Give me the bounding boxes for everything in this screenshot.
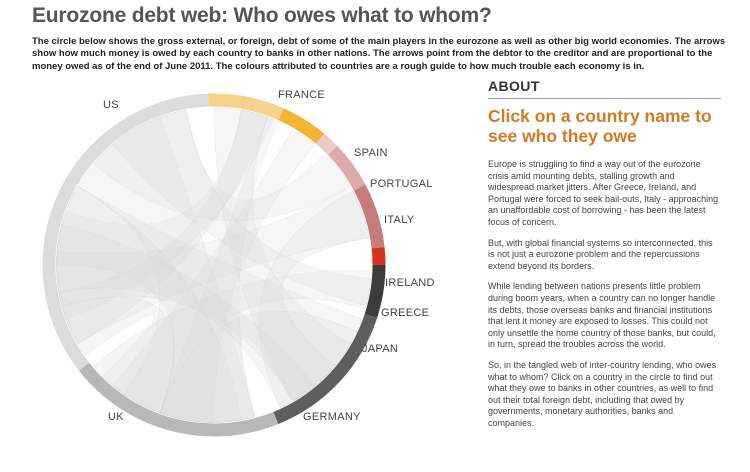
debt-ribbon [112, 128, 316, 423]
debt-ribbon [92, 269, 372, 414]
about-paragraph: Europe is struggling to find a way out o… [488, 159, 719, 227]
debt-ribbon [61, 296, 175, 414]
arc-spain[interactable] [278, 108, 325, 144]
debt-ribbon [112, 109, 372, 307]
arc-portugal[interactable] [315, 133, 338, 155]
arc-germany[interactable] [273, 313, 378, 425]
arc-italy[interactable] [327, 145, 366, 191]
debt-ribbon [56, 185, 363, 402]
debt-web-chart: FRANCE SPAIN PORTUGAL ITALY IRELAND GREE… [0, 84, 470, 472]
instruction-heading: Click on a country name to see who they … [488, 106, 712, 146]
about-paragraph: But, with global financial systems so in… [488, 237, 713, 271]
label-us[interactable]: US [103, 99, 119, 111]
debt-ribbon [56, 109, 274, 320]
about-paragraph: So, in the tangled web of inter-country … [488, 359, 717, 428]
label-spain[interactable]: SPAIN [354, 147, 388, 159]
debt-ribbon [58, 109, 269, 345]
debt-ribbons [56, 107, 372, 423]
label-germany[interactable]: GERMANY [303, 411, 361, 423]
debt-ribbon [159, 310, 358, 423]
intro-text: The circle below shows the gross externa… [32, 36, 726, 72]
label-ireland[interactable]: IRELAND [385, 277, 435, 289]
debt-ribbon [213, 107, 351, 402]
label-greece[interactable]: GREECE [381, 307, 430, 319]
debt-ribbon [56, 185, 242, 423]
label-portugal[interactable]: PORTUGAL [370, 178, 433, 190]
arc-france[interactable] [208, 93, 284, 121]
chord-diagram [42, 93, 386, 437]
debt-ribbon [77, 116, 256, 423]
arc-ireland[interactable] [353, 184, 385, 249]
debt-ribbon [159, 116, 279, 423]
about-paragraph: While lending between nations presents l… [488, 281, 716, 350]
about-panel: ABOUT Click on a country name to see who… [488, 78, 721, 429]
page-title: Eurozone debt web: Who owes what to whom… [32, 4, 492, 27]
arc-us[interactable] [42, 93, 209, 371]
debt-ribbon [56, 185, 370, 345]
label-uk[interactable]: UK [108, 411, 124, 423]
arc-japan[interactable] [364, 264, 386, 318]
country-arcs [42, 93, 386, 437]
debt-ribbon [258, 190, 370, 409]
label-japan[interactable]: JAPAN [362, 343, 399, 355]
debt-ribbon [92, 109, 351, 221]
arc-uk[interactable] [78, 362, 279, 437]
label-france[interactable]: FRANCE [278, 89, 326, 101]
debt-ribbon [56, 223, 316, 409]
about-heading: ABOUT [488, 78, 721, 99]
arc-greece[interactable] [371, 247, 386, 266]
label-italy[interactable]: ITALY [384, 214, 415, 226]
